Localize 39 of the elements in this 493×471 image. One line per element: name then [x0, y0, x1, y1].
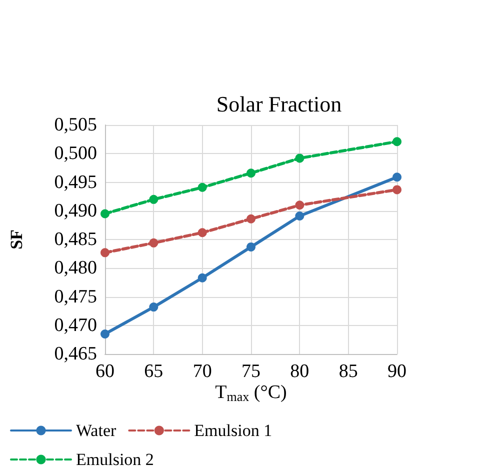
y-tick-label: 0,485	[54, 229, 97, 250]
y-tick-label: 0,475	[54, 286, 97, 308]
x-tick-label: 80	[290, 361, 310, 382]
point	[198, 273, 207, 282]
point	[100, 209, 110, 218]
y-axis-title: SF	[7, 230, 26, 250]
point	[100, 248, 110, 258]
x-tick-label: 65	[144, 361, 164, 382]
point	[246, 168, 256, 178]
legend-label: Emulsion 1	[194, 421, 272, 440]
y-tick-label: 0,470	[54, 314, 97, 336]
point	[149, 194, 158, 204]
y-tick-label: 0,480	[54, 258, 97, 279]
x-tick-label: 70	[192, 361, 212, 382]
point	[295, 154, 304, 163]
x-tick-label: 60	[96, 361, 114, 382]
x-tick-label: 90	[388, 361, 406, 382]
point	[295, 212, 304, 221]
point	[246, 214, 256, 224]
point	[392, 137, 402, 146]
x-tick-label: 75	[242, 361, 260, 382]
y-tick-label: 0,500	[54, 143, 97, 164]
legend-label: Emulsion 2	[76, 450, 154, 469]
point	[198, 228, 207, 238]
point	[392, 172, 402, 182]
y-tick-label: 0,465	[54, 344, 97, 364]
y-tick-label: 0,505	[54, 114, 97, 136]
point	[100, 329, 110, 338]
legend-label: Water	[76, 421, 116, 440]
point	[149, 302, 158, 312]
point	[246, 242, 256, 252]
y-tick-label: 0,495	[54, 172, 97, 193]
point	[392, 185, 402, 194]
y-tick-label: 0,490	[54, 200, 97, 222]
x-tick-label: 85	[338, 361, 358, 382]
chart-title: Solar Fraction	[216, 92, 342, 116]
point	[149, 238, 158, 248]
point	[198, 182, 207, 192]
point	[295, 200, 304, 210]
